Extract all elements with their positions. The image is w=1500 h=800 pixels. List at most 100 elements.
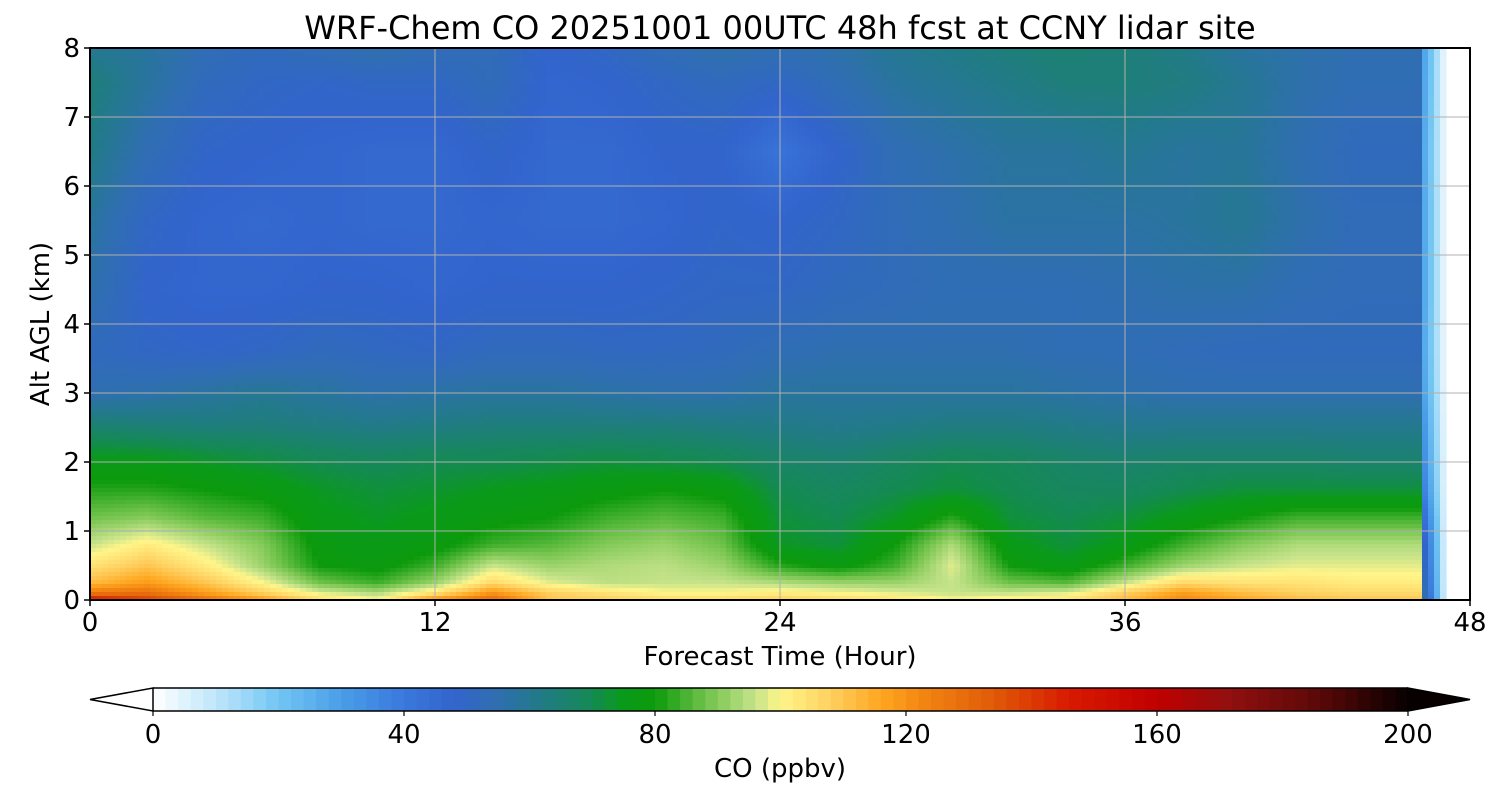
heatmap-cell: [198, 284, 205, 289]
heatmap-cell: [228, 404, 235, 409]
heatmap-cell: [180, 220, 187, 225]
heatmap-cell: [162, 584, 169, 589]
heatmap-cell: [252, 140, 259, 145]
heatmap-cell: [120, 292, 127, 297]
heatmap-cell: [138, 100, 145, 105]
heatmap-cell: [114, 200, 121, 205]
heatmap-cell: [264, 364, 271, 369]
heatmap-cell: [240, 464, 247, 469]
heatmap-cell: [246, 404, 253, 409]
heatmap-cell: [150, 372, 157, 377]
heatmap-cell: [186, 564, 193, 569]
heatmap-cell: [120, 220, 127, 225]
heatmap-cell: [162, 264, 169, 269]
heatmap-cell: [120, 584, 127, 589]
heatmap-cell: [246, 492, 253, 497]
heatmap-cell: [168, 128, 175, 133]
heatmap-cell: [264, 428, 271, 433]
heatmap-cell: [108, 216, 115, 221]
heatmap-cell: [192, 220, 199, 225]
heatmap-cell: [264, 500, 271, 505]
heatmap-cell: [198, 220, 205, 225]
heatmap-cell: [246, 536, 253, 541]
heatmap-cell: [246, 380, 253, 385]
heatmap-cell: [126, 508, 133, 513]
heatmap-cell: [108, 324, 115, 329]
heatmap-cell: [102, 288, 109, 293]
heatmap-cell: [114, 396, 121, 401]
heatmap-cell: [198, 212, 205, 217]
heatmap-cell: [102, 120, 109, 125]
heatmap-cell: [138, 204, 145, 209]
heatmap-cell: [168, 524, 175, 529]
heatmap-cell: [258, 80, 265, 85]
heatmap-cell: [288, 168, 295, 173]
heatmap-cell: [294, 348, 301, 353]
heatmap-cell: [144, 164, 151, 169]
heatmap-cell: [246, 352, 253, 357]
heatmap-cell: [150, 220, 157, 225]
heatmap-cell: [138, 344, 145, 349]
heatmap-cell: [132, 496, 139, 501]
heatmap-cell: [120, 444, 127, 449]
heatmap-cell: [168, 296, 175, 301]
heatmap-cell: [240, 72, 247, 77]
heatmap-cell: [120, 548, 127, 553]
heatmap-cell: [246, 436, 253, 441]
heatmap-cell: [108, 348, 115, 353]
heatmap-cell: [192, 144, 199, 149]
heatmap-cell: [102, 212, 109, 217]
heatmap-cell: [168, 488, 175, 493]
heatmap-cell: [174, 216, 181, 221]
heatmap-cell: [288, 516, 295, 521]
heatmap-cell: [234, 368, 241, 373]
heatmap-cell: [102, 424, 109, 429]
heatmap-cell: [282, 244, 289, 249]
heatmap-cell: [222, 324, 229, 329]
heatmap-cell: [120, 60, 127, 65]
heatmap-cell: [102, 536, 109, 541]
heatmap-cell: [168, 440, 175, 445]
heatmap-cell: [210, 208, 217, 213]
heatmap-cell: [222, 244, 229, 249]
heatmap-cell: [126, 228, 133, 233]
heatmap-cell: [138, 452, 145, 457]
heatmap-cell: [288, 444, 295, 449]
heatmap-cell: [252, 344, 259, 349]
heatmap-cell: [120, 568, 127, 573]
heatmap-cell: [156, 568, 163, 573]
heatmap-cell: [228, 212, 235, 217]
heatmap-cell: [216, 588, 223, 593]
heatmap-cell: [222, 424, 229, 429]
heatmap-cell: [270, 304, 277, 309]
heatmap-cell: [204, 176, 211, 181]
heatmap-cell: [126, 164, 133, 169]
heatmap-cell: [120, 356, 127, 361]
heatmap-cell: [234, 300, 241, 305]
heatmap-cell: [144, 396, 151, 401]
heatmap-cell: [162, 220, 169, 225]
heatmap-cell: [114, 160, 121, 165]
heatmap-cell: [234, 244, 241, 249]
heatmap-cell: [240, 524, 247, 529]
heatmap-cell: [288, 232, 295, 237]
heatmap-cell: [114, 440, 121, 445]
heatmap-cell: [108, 92, 115, 97]
heatmap-cell: [150, 368, 157, 373]
heatmap-cell: [180, 420, 187, 425]
heatmap-cell: [156, 432, 163, 437]
heatmap-cell: [132, 468, 139, 473]
heatmap-cell: [204, 468, 211, 473]
heatmap-cell: [150, 540, 157, 545]
heatmap-cell: [168, 520, 175, 525]
heatmap-cell: [102, 444, 109, 449]
heatmap-cell: [300, 544, 307, 549]
heatmap-cell: [198, 576, 205, 581]
heatmap-cell: [192, 344, 199, 349]
heatmap-cell: [144, 516, 151, 521]
heatmap-cell: [192, 504, 199, 509]
heatmap-cell: [240, 380, 247, 385]
heatmap-cell: [186, 304, 193, 309]
heatmap-cell: [138, 396, 145, 401]
heatmap-cell: [294, 448, 301, 453]
